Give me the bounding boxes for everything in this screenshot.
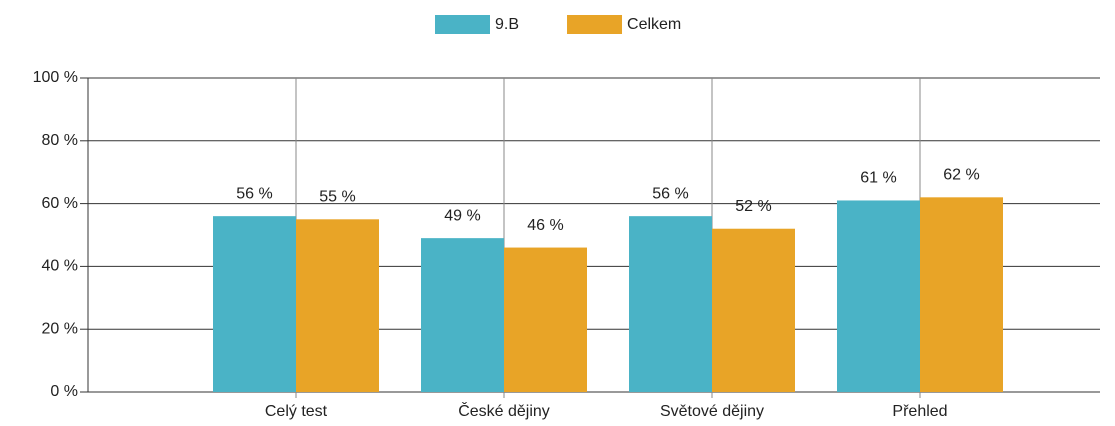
bar <box>837 200 920 392</box>
value-label: 61 % <box>860 170 896 187</box>
value-label: 56 % <box>236 185 272 202</box>
value-label: 49 % <box>444 207 480 224</box>
y-tick-label: 60 % <box>42 195 78 212</box>
bar <box>213 216 296 392</box>
x-tick-label: České dějiny <box>458 401 550 420</box>
value-label: 62 % <box>943 167 979 184</box>
x-tick-label: Světové dějiny <box>660 403 764 420</box>
bar <box>421 238 504 392</box>
value-label: 55 % <box>319 189 355 206</box>
bar <box>504 247 587 392</box>
bar <box>296 219 379 392</box>
x-tick-label: Celý test <box>265 403 328 420</box>
y-tick-label: 80 % <box>42 132 78 149</box>
value-label: 56 % <box>652 185 688 202</box>
bar <box>629 216 712 392</box>
legend-swatch <box>567 15 623 34</box>
legend-swatch <box>435 15 490 34</box>
value-label: 52 % <box>735 198 771 215</box>
y-tick-label: 100 % <box>33 69 78 86</box>
y-tick-label: 40 % <box>42 258 78 275</box>
bar <box>712 228 795 392</box>
y-tick-label: 0 % <box>50 383 78 400</box>
value-label: 46 % <box>527 217 563 234</box>
legend-label: Celkem <box>627 16 681 33</box>
x-tick-label: Přehled <box>892 403 947 420</box>
bar <box>920 197 1003 392</box>
y-tick-label: 20 % <box>42 320 78 337</box>
legend-label: 9.B <box>495 16 519 33</box>
